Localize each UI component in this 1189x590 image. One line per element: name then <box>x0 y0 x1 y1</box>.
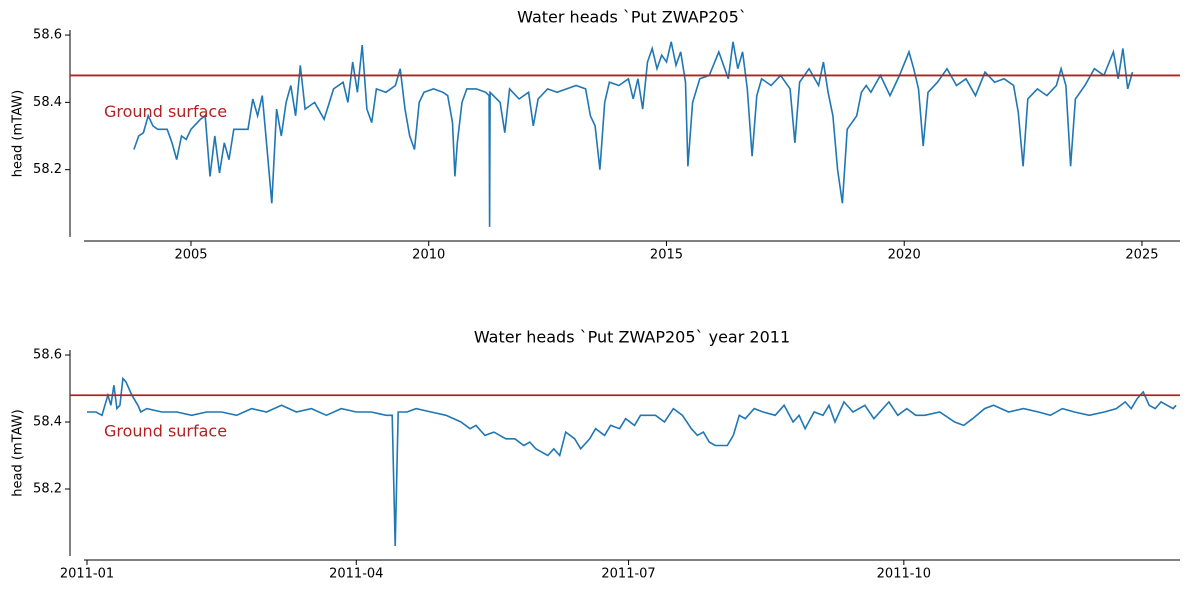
chart-title: Water heads `Put ZWAP205` <box>517 8 747 27</box>
x-tick-label: 2011-10 <box>877 567 931 582</box>
ground-surface-label: Ground surface <box>104 102 227 121</box>
x-tick-label: 2005 <box>174 248 207 263</box>
y-tick-label: 58.6 <box>33 28 62 43</box>
y-axis-label: head (mTAW) <box>11 409 26 496</box>
x-tick-label: 2020 <box>888 248 921 263</box>
y-tick-label: 58.4 <box>33 415 62 430</box>
data-line <box>133 41 1134 227</box>
y-tick-label: 58.2 <box>33 482 62 497</box>
x-tick-label: 2011-07 <box>601 567 655 582</box>
x-tick-label: 2015 <box>650 248 683 263</box>
chart-title: Water heads `Put ZWAP205` year 2011 <box>474 328 790 347</box>
data-line <box>87 376 1177 547</box>
y-tick-label: 58.2 <box>33 162 62 177</box>
ground-surface-label: Ground surface <box>104 422 227 441</box>
x-tick-label: 2025 <box>1125 248 1158 263</box>
y-tick-label: 58.4 <box>33 95 62 110</box>
x-tick-label: 2010 <box>412 248 445 263</box>
y-axis-label: head (mTAW) <box>11 90 26 177</box>
x-tick-label: 2011-01 <box>60 567 114 582</box>
x-tick-label: 2011-04 <box>329 567 383 582</box>
y-tick-label: 58.6 <box>33 348 62 363</box>
